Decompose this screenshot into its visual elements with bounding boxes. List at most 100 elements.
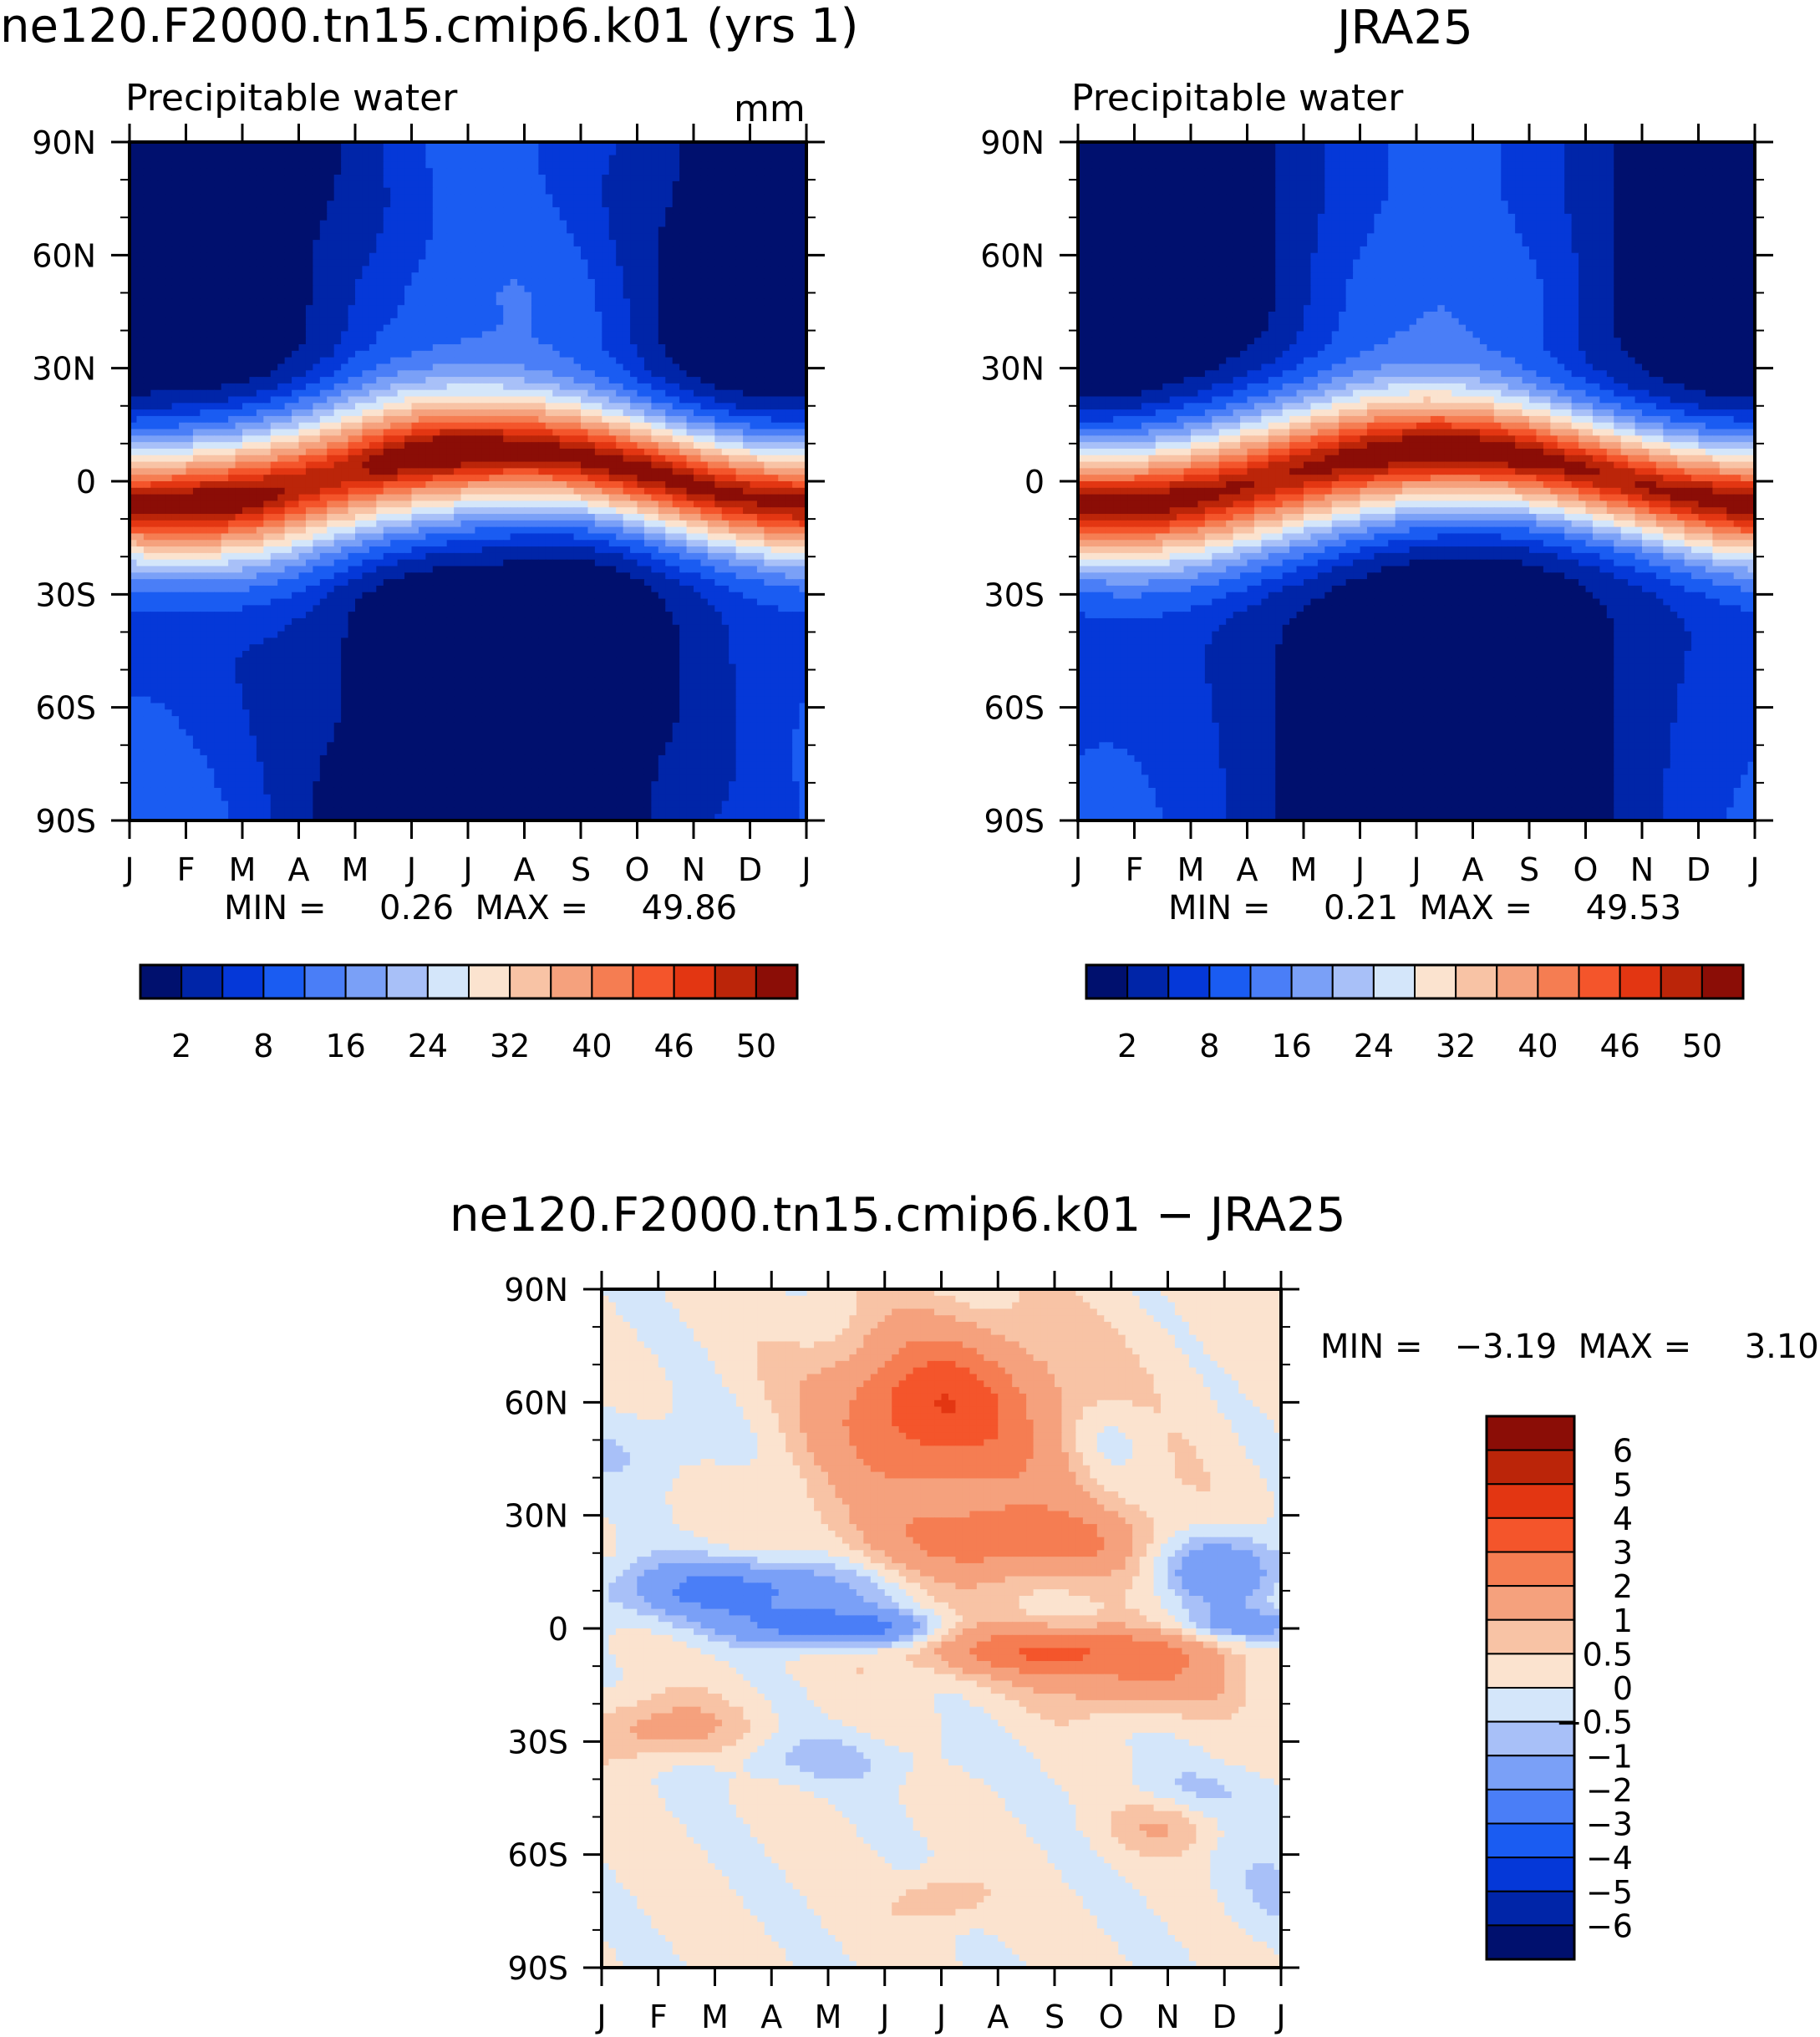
panel-model-cell: [221, 149, 229, 155]
panel-model-cell: [602, 161, 609, 168]
panel-model-cell: [587, 155, 595, 162]
panel-model-cell: [560, 194, 567, 201]
panel-model-cell: [144, 214, 151, 221]
panel-model-cell: [736, 168, 744, 175]
panel-model-cell: [306, 155, 313, 162]
panel-model-cell: [560, 221, 567, 227]
panel-model-cell: [299, 227, 307, 234]
panel-model-cell: [277, 207, 285, 214]
panel-model-cell: [299, 233, 307, 240]
panel-model-cell: [511, 227, 518, 234]
panel-model-cell: [743, 194, 750, 201]
panel-model-cell: [200, 168, 207, 175]
panel-model-cell: [673, 149, 680, 155]
panel-model-cell: [313, 168, 320, 175]
panel-model-cell: [546, 214, 553, 221]
panel-model-cell: [700, 149, 708, 155]
panel-model-cell: [792, 175, 800, 181]
panel-model-cell: [306, 233, 313, 240]
panel-model-cell: [355, 201, 363, 207]
panel-model-cell: [179, 214, 186, 221]
panel-model-cell: [214, 175, 221, 181]
panel-model-cell: [200, 194, 207, 201]
panel-model-cell: [179, 240, 186, 246]
panel-model-cell: [468, 194, 475, 201]
panel-model-cell: [525, 168, 532, 175]
panel-model-cell: [673, 221, 680, 227]
panel-model-cell: [687, 233, 694, 240]
panel-model-cell: [665, 188, 673, 195]
panel-model-cell: [263, 161, 271, 168]
panel-model-cell: [531, 181, 539, 188]
panel-model-cell: [630, 207, 638, 214]
panel-model-cell: [757, 207, 765, 214]
panel-model-cell: [525, 155, 532, 162]
panel-model-cell: [341, 214, 348, 221]
panel-model-cell: [503, 175, 511, 181]
panel-model-cell: [546, 149, 553, 155]
panel-model-cell: [419, 227, 426, 234]
panel-model-cell: [277, 161, 285, 168]
panel-model-cell: [214, 168, 221, 175]
panel-model-cell: [327, 207, 334, 214]
panel-model-cell: [348, 214, 356, 221]
panel-model-cell: [714, 233, 722, 240]
panel-model-cell: [764, 221, 771, 227]
panel-model-cell: [694, 201, 701, 207]
panel-model-cell: [334, 201, 342, 207]
panel-model-cell: [616, 155, 623, 162]
panel-model-cell: [306, 175, 313, 181]
panel-model-cell: [327, 188, 334, 195]
panel-model-cell: [736, 161, 744, 168]
panel-model-cell: [609, 161, 617, 168]
panel-model-cell: [764, 194, 771, 201]
panel-model-cell: [708, 149, 715, 155]
panel-model-cell: [144, 161, 151, 168]
panel-model-cell: [313, 181, 320, 188]
panel-model-cell: [623, 201, 631, 207]
panel-model-cell: [299, 201, 307, 207]
panel-model-cell: [193, 161, 201, 168]
panel-model-cell: [531, 207, 539, 214]
panel-model-cell: [552, 168, 560, 175]
panel-model-cell: [207, 161, 215, 168]
panel-model-cell: [412, 188, 419, 195]
panel-model-cell: [292, 175, 299, 181]
panel-model-cell: [440, 155, 447, 162]
panel-model-cell: [236, 155, 243, 162]
panel-model-cell: [440, 240, 447, 246]
panel-model-cell: [665, 175, 673, 181]
panel-model-cell: [158, 233, 165, 240]
panel-model-cell: [482, 201, 490, 207]
panel-model-cell: [355, 214, 363, 221]
panel-model-cell: [714, 155, 722, 162]
panel-model-cell: [384, 201, 391, 207]
panel-model-cell: [313, 155, 320, 162]
panel-model-cell: [700, 201, 708, 207]
panel-model-plot: [130, 142, 807, 821]
panel-model-cell: [200, 207, 207, 214]
panel-model-cell: [341, 233, 348, 240]
panel-model-cell: [299, 149, 307, 155]
panel-model-cell: [299, 168, 307, 175]
panel-model-cell: [242, 168, 250, 175]
panel-model-cell: [271, 188, 278, 195]
panel-model-cell: [764, 227, 771, 234]
panel-model-cell: [658, 207, 666, 214]
panel-model-cell: [771, 194, 779, 201]
panel-model-cell: [172, 207, 180, 214]
panel-model-cell: [306, 214, 313, 221]
panel-model-cell: [511, 175, 518, 181]
panel-model-cell: [651, 175, 658, 181]
panel-model-cell: [517, 201, 525, 207]
panel-model-cell: [687, 175, 694, 181]
panel-model-cell: [743, 214, 750, 221]
panel-model-cell: [503, 240, 511, 246]
panel-model-cell: [658, 201, 666, 207]
panel-model-cell: [306, 221, 313, 227]
panel-model-cell: [538, 168, 546, 175]
panel-model-cell: [736, 214, 744, 221]
panel-model-cell: [482, 188, 490, 195]
panel-model-cell: [236, 221, 243, 227]
panel-model-cell: [595, 155, 602, 162]
